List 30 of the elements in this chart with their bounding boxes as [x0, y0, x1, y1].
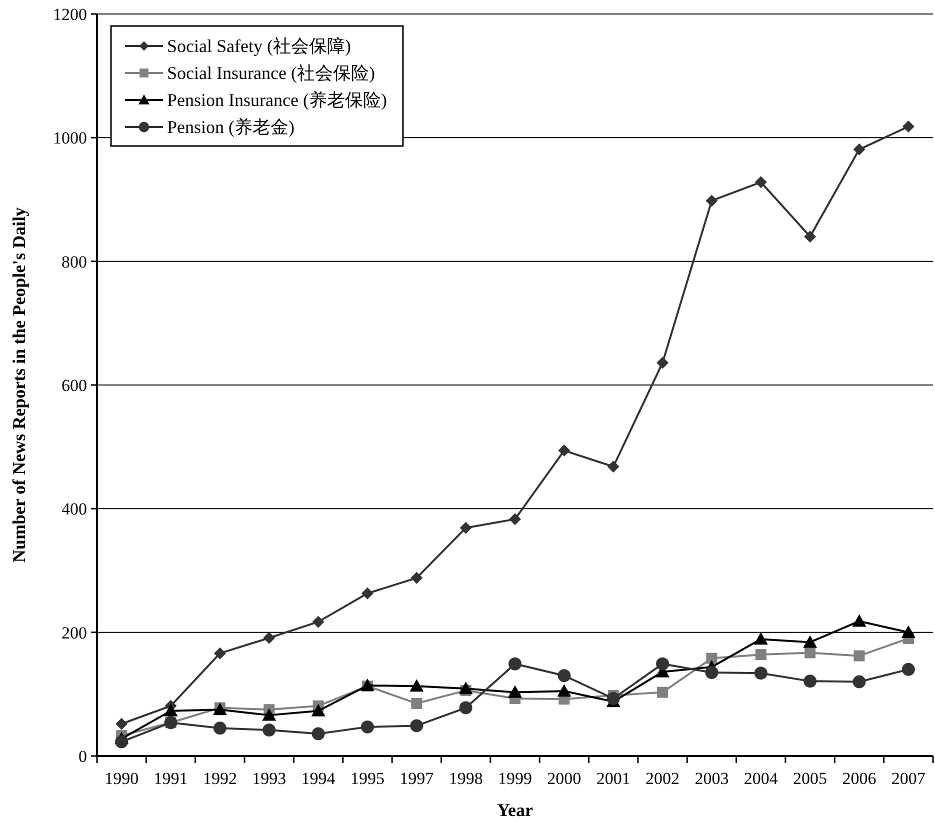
x-axis-title: Year [497, 800, 533, 820]
legend-label: Pension (养老金) [167, 117, 294, 137]
ytick: 1200 [53, 5, 87, 24]
ytick: 600 [62, 376, 87, 395]
xtick: 2004 [744, 769, 778, 788]
xtick: 1995 [350, 769, 384, 788]
xtick: 2002 [646, 769, 680, 788]
xtick: 1991 [154, 769, 188, 788]
y-axis-title: Number of News Reports in the People's Daily [9, 207, 29, 563]
xtick: 2001 [596, 769, 630, 788]
legend-label: Social Safety (社会保障) [167, 36, 351, 56]
xtick: 2006 [842, 769, 876, 788]
ytick: 0 [78, 747, 87, 766]
xtick: 2003 [694, 769, 729, 788]
ytick: 1000 [53, 128, 87, 148]
legend-label: Pension Insurance (养老保险) [167, 90, 387, 110]
xtick: 1999 [498, 769, 532, 788]
xtick: 1997 [400, 769, 434, 788]
legend-label: Social Insurance (社会保险) [167, 63, 375, 83]
ytick: 400 [62, 500, 87, 519]
xtick: 2005 [793, 769, 828, 788]
xtick: 1998 [448, 769, 483, 788]
xtick: 1994 [301, 769, 336, 788]
ytick: 800 [62, 252, 87, 272]
ytick: 200 [62, 623, 87, 642]
xtick: 2000 [547, 769, 582, 788]
xtick: 1992 [202, 769, 237, 788]
xtick: 1990 [104, 769, 139, 788]
xtick: 1993 [252, 769, 286, 788]
xtick: 2007 [891, 769, 926, 788]
